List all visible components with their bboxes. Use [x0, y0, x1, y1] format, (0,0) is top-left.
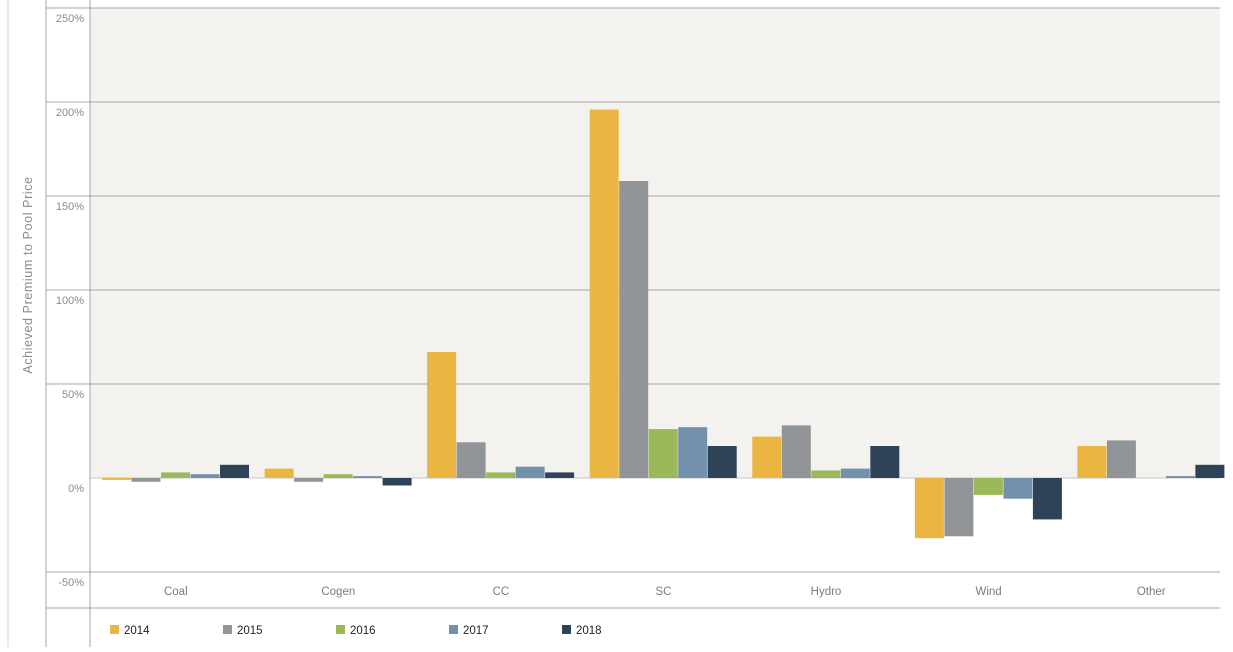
legend-label: 2016: [350, 625, 376, 637]
category-label: Other: [1137, 586, 1166, 598]
category-label: Hydro: [811, 586, 842, 598]
category-label: Wind: [975, 586, 1001, 598]
bar-coal-2017: [190, 474, 220, 478]
bar-wind-2016: [973, 478, 1003, 495]
bar-other-2015: [1106, 440, 1136, 478]
legend-swatch: [336, 625, 345, 634]
bar-hydro-2015: [781, 425, 811, 478]
legend-label: 2015: [237, 625, 263, 637]
legend-swatch: [449, 625, 458, 634]
bar-other-2014: [1077, 446, 1107, 478]
bar-hydro-2016: [811, 470, 841, 478]
plot-area-background: [90, 8, 1220, 478]
bar-wind-2015: [944, 478, 974, 537]
bar-sc-2018: [707, 446, 737, 478]
y-tick-label: 100%: [56, 295, 84, 307]
bar-cogen-2018: [382, 478, 412, 486]
legend-swatch: [562, 625, 571, 634]
bar-coal-2018: [220, 464, 249, 478]
bar-wind-2017: [1003, 478, 1033, 499]
bar-cogen-2014: [264, 468, 294, 478]
bar-sc-2015: [619, 181, 649, 478]
y-axis-title: Achieved Premium to Pool Price: [21, 176, 35, 373]
bar-cc-2015: [456, 442, 486, 478]
bar-wind-2018: [1032, 478, 1062, 520]
legend: 2014 2015 2016 2017 2018: [110, 625, 602, 637]
category-label: Coal: [164, 586, 188, 598]
legend-label: 2018: [576, 625, 602, 637]
legend-swatch: [223, 625, 232, 634]
y-tick-label: -50%: [58, 577, 84, 589]
bar-cogen-2016: [323, 474, 353, 478]
bar-cc-2018: [545, 472, 575, 478]
category-labels: Coal Cogen CC SC Hydro Wind Other: [164, 586, 1166, 598]
y-tick-label: 0%: [68, 483, 84, 495]
bar-coal-2016: [161, 472, 190, 478]
category-label: Cogen: [321, 586, 355, 598]
bars: [102, 109, 1225, 539]
y-tick-label: 200%: [56, 107, 84, 119]
bar-sc-2017: [678, 427, 708, 478]
legend-label: 2014: [124, 625, 150, 637]
y-tick-labels: 250% 200% 150% 100% 50% 0% -50%: [56, 13, 84, 589]
y-tick-label: 50%: [62, 389, 84, 401]
legend-label: 2017: [463, 625, 489, 637]
chart-frame: [7, 0, 91, 647]
bar-cc-2017: [515, 466, 545, 478]
bar-other-2018: [1195, 464, 1225, 478]
bar-hydro-2014: [752, 436, 782, 478]
bar-cogen-2017: [353, 476, 383, 478]
legend-swatch: [110, 625, 119, 634]
bar-hydro-2017: [840, 468, 870, 478]
bar-wind-2014: [914, 478, 944, 539]
bar-sc-2016: [648, 429, 678, 478]
bar-other-2017: [1165, 476, 1195, 478]
bar-cc-2016: [486, 472, 516, 478]
bar-sc-2014: [589, 109, 619, 478]
y-tick-label: 150%: [56, 201, 84, 213]
category-label: SC: [656, 586, 672, 598]
category-label: CC: [493, 586, 510, 598]
bar-cc-2014: [427, 352, 457, 478]
bar-cogen-2015: [294, 478, 324, 482]
y-tick-label: 250%: [56, 13, 84, 25]
bar-coal-2015: [131, 478, 161, 482]
bar-hydro-2018: [870, 446, 900, 478]
bar-coal-2014: [102, 478, 131, 480]
